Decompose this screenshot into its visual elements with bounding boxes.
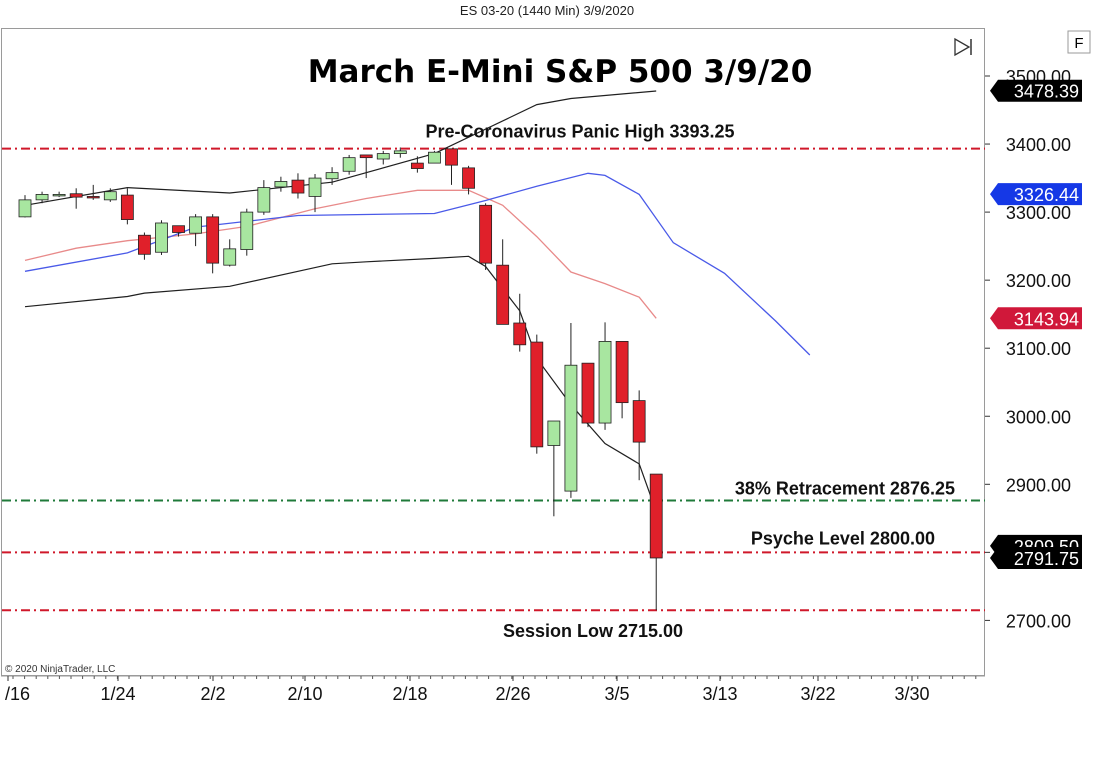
price-tag-label: 2791.75 bbox=[1014, 549, 1079, 569]
price-tag-0: 3478.39 bbox=[990, 79, 1082, 102]
candle-body bbox=[462, 167, 475, 189]
candle-body bbox=[479, 204, 493, 264]
candle-body bbox=[138, 234, 151, 255]
x-tick-label: 3/5 bbox=[604, 684, 629, 704]
y-tick-label: 3100.00 bbox=[1006, 339, 1071, 359]
y-tick-label: 2700.00 bbox=[1006, 611, 1071, 631]
candle-body bbox=[359, 154, 373, 159]
x-tick-label: 2/2 bbox=[200, 684, 225, 704]
copyright-text: © 2020 NinjaTrader, LLC bbox=[5, 664, 115, 675]
indicator-lines-layer bbox=[24, 90, 811, 512]
candle-body bbox=[376, 153, 390, 160]
annotations-layer: Pre-Coronavirus Panic High 3393.25 38% Re… bbox=[425, 122, 955, 642]
candle-body bbox=[69, 193, 83, 198]
x-tick-label: 3/30 bbox=[894, 684, 929, 704]
candle-body bbox=[240, 211, 254, 250]
x-tick-label: 2/18 bbox=[392, 684, 427, 704]
candle-body bbox=[393, 150, 407, 154]
y-tick-label: 3300.00 bbox=[1006, 203, 1071, 223]
f-button-label: F bbox=[1074, 35, 1083, 52]
candle-body bbox=[274, 181, 288, 188]
level-label-2: Psyche Level 2800.00 bbox=[751, 528, 935, 548]
price-tag-4: 2791.75 bbox=[990, 546, 1082, 569]
candle-body bbox=[172, 225, 185, 233]
price-tag-bg bbox=[990, 546, 1082, 569]
candle-body bbox=[86, 196, 100, 199]
candle-body bbox=[223, 248, 237, 266]
level-label-1: 38% Retracement 2876.25 bbox=[735, 478, 955, 498]
price-tag-bg bbox=[990, 79, 1082, 102]
sma-long-line bbox=[24, 172, 811, 356]
candle-body bbox=[120, 194, 134, 220]
upper-band-line bbox=[24, 90, 657, 206]
candle-body bbox=[18, 199, 32, 218]
price-tag-bg bbox=[990, 307, 1082, 330]
price-tag-1: 3326.44 bbox=[990, 183, 1082, 206]
y-tick-label: 3000.00 bbox=[1006, 407, 1071, 427]
y-tick-label: 3400.00 bbox=[1006, 135, 1071, 155]
price-tag-label: 3478.39 bbox=[1014, 82, 1079, 102]
x-tick-label: 3/22 bbox=[800, 684, 835, 704]
candle-body bbox=[52, 194, 66, 197]
price-tag-label: 3143.94 bbox=[1014, 309, 1079, 329]
candle-body bbox=[103, 191, 117, 201]
candle-body bbox=[581, 362, 595, 424]
x-tick-label: /16 bbox=[5, 684, 30, 704]
candle-body bbox=[189, 216, 203, 234]
level-label-3: Session Low 2715.00 bbox=[503, 621, 683, 641]
level-label-0: Pre-Coronavirus Panic High 3393.25 bbox=[425, 122, 734, 142]
f-button[interactable]: F bbox=[1067, 30, 1091, 54]
candle-body bbox=[257, 187, 271, 213]
window-title: ES 03-20 (1440 Min) 3/9/2020 bbox=[459, 3, 635, 18]
candle-body bbox=[342, 157, 356, 172]
x-tick-label: 2/26 bbox=[495, 684, 530, 704]
lower-band-line bbox=[24, 255, 657, 512]
candle-body bbox=[496, 264, 510, 325]
candles-layer bbox=[18, 147, 663, 611]
candle-body bbox=[598, 340, 612, 424]
candle-body bbox=[513, 322, 527, 346]
candle-body bbox=[155, 222, 168, 253]
x-tick-label: 1/24 bbox=[100, 684, 135, 704]
x-axis[interactable]: /16 1/24 2/2 2/10 2/18 2/26 3/5 3/13 3/22 3/30 bbox=[1, 675, 985, 704]
candle-body bbox=[291, 179, 305, 194]
candle-body bbox=[547, 420, 561, 446]
skip-to-end-icon[interactable] bbox=[954, 37, 972, 57]
candle-body bbox=[410, 162, 424, 169]
candle-body bbox=[445, 148, 458, 166]
price-tag-label: 3326.44 bbox=[1014, 185, 1079, 205]
y-tick-label: 3200.00 bbox=[1006, 271, 1071, 291]
candle-body bbox=[206, 216, 220, 264]
x-tick-label: 2/10 bbox=[287, 684, 322, 704]
y-tick-label: 2900.00 bbox=[1006, 475, 1071, 495]
candle-body bbox=[325, 172, 339, 180]
candle-body bbox=[649, 473, 663, 559]
chart-title: March E-Mini S&P 500 3/9/20 bbox=[308, 54, 813, 90]
candle-body bbox=[615, 340, 629, 404]
x-tick-label: 3/13 bbox=[702, 684, 737, 704]
horizontal-lines-layer bbox=[2, 147, 985, 612]
price-tag-2: 3143.94 bbox=[990, 307, 1082, 330]
candle-body bbox=[35, 194, 49, 201]
candle-body bbox=[308, 177, 322, 197]
candle-body bbox=[428, 151, 441, 164]
candle-body bbox=[632, 400, 646, 443]
candle-body bbox=[564, 364, 578, 492]
price-tag-bg bbox=[990, 183, 1082, 206]
candle-body bbox=[530, 341, 544, 448]
